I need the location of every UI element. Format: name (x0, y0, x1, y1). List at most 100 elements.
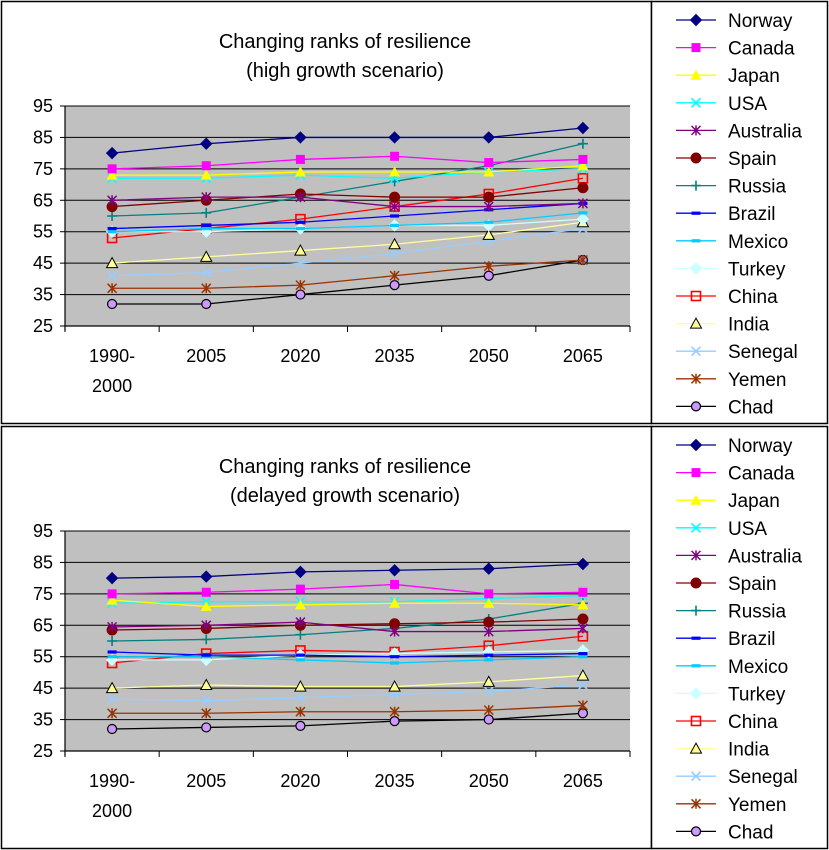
legend-item-china: China (676, 712, 778, 733)
legend-item-norway: Norway (676, 436, 793, 457)
series-norway (105, 121, 590, 160)
data-point-russia (107, 636, 118, 646)
legend-item-chad: Chad (676, 822, 773, 843)
data-point-mexico (295, 658, 305, 662)
legend-label: USA (728, 94, 767, 115)
data-point-senegal (295, 692, 306, 703)
legend-label: Mexico (728, 657, 788, 678)
data-point-chad (483, 714, 494, 725)
data-point-senegal (201, 695, 212, 706)
data-point-yemen (483, 705, 494, 716)
series-line-norway (112, 563, 583, 579)
series-line-brazil (112, 202, 583, 230)
legend-label: China (728, 287, 778, 308)
legend-label: Canada (728, 464, 795, 485)
data-point-india (482, 228, 496, 240)
legend-marker-japan (690, 494, 702, 505)
series-mexico (107, 211, 588, 234)
data-point-chad (201, 722, 212, 733)
data-point-chad (295, 289, 306, 300)
legend-item-canada: Canada (676, 464, 795, 485)
legend-label: Mexico (728, 232, 788, 253)
legend-item-yemen: Yemen (676, 795, 786, 816)
legend-label: China (728, 712, 778, 733)
data-point-australia (295, 192, 306, 203)
data-point-yemen (107, 708, 118, 719)
legend-label: Australia (728, 121, 802, 142)
data-point-mexico (107, 230, 117, 234)
legend-marker-russia (691, 180, 701, 191)
series-canada (107, 151, 588, 174)
series-brazil (107, 650, 588, 659)
legend-item-australia: Australia (676, 121, 802, 142)
legend-item-china: China (676, 287, 778, 308)
legend-label: USA (728, 519, 767, 540)
legend-label: Canada (728, 39, 795, 60)
data-point-spain (483, 616, 495, 628)
chart-subtitle: (high growth scenario) (246, 60, 444, 82)
data-point-yemen (577, 254, 588, 266)
series-line-australia (112, 621, 583, 633)
data-point-brazil (484, 653, 494, 657)
legend-marker-brazil (691, 211, 701, 215)
legend-marker-senegal (690, 346, 702, 357)
legend-marker-senegal (690, 771, 702, 782)
legend-item-senegal: Senegal (676, 342, 798, 363)
data-point-australia (577, 198, 588, 209)
y-tick-label: 65 (33, 190, 53, 210)
data-point-senegal (577, 679, 588, 691)
legend-label: Turkey (728, 684, 786, 705)
series-line-china (112, 177, 584, 239)
data-point-japan (577, 599, 589, 610)
data-point-mexico (107, 655, 117, 659)
legend-label: Russia (728, 177, 787, 198)
data-point-brazil (107, 650, 117, 654)
data-point-senegal (107, 694, 118, 705)
chart-panel-delayed-growth: Changing ranks of resilience (delayed gro… (0, 425, 829, 850)
series-line-brazil (112, 651, 583, 658)
data-point-canada (107, 164, 117, 174)
x-tick-label: 2035 (375, 346, 415, 366)
data-point-india (388, 680, 401, 692)
data-point-india (105, 256, 119, 269)
series-line-norway (112, 127, 583, 154)
legend-marker-india (689, 317, 703, 329)
data-point-india (388, 237, 401, 250)
series-line-canada (112, 583, 583, 595)
legend-item-canada: Canada (676, 39, 795, 60)
series-line-senegal (112, 227, 584, 277)
chart-high-growth: Changing ranks of resilience (high growth… (0, 0, 829, 425)
data-point-norway (200, 137, 213, 150)
legend-marker-india (689, 742, 703, 754)
data-point-canada (578, 587, 588, 597)
data-point-brazil (107, 226, 117, 231)
legend-item-mexico: Mexico (676, 232, 788, 253)
y-tick-label: 85 (33, 127, 53, 147)
legend-item-india: India (676, 315, 770, 336)
data-point-spain (577, 182, 589, 194)
legend-marker-mexico (691, 239, 701, 243)
legend-label: Brazil (728, 204, 776, 225)
y-tick-label: 95 (33, 521, 53, 541)
data-point-norway (482, 562, 495, 575)
data-point-norway (388, 564, 401, 577)
legend-label: Norway (728, 436, 793, 457)
legend-label: Russia (728, 602, 787, 623)
data-point-australia (295, 617, 306, 628)
legend-marker-china (690, 290, 702, 302)
series-india (105, 215, 590, 269)
data-point-mexico (295, 226, 305, 231)
legend-label: Japan (728, 491, 780, 512)
legend-item-turkey: Turkey (676, 259, 786, 280)
x-tick-label: 2005 (186, 771, 226, 791)
data-point-india (294, 244, 307, 256)
data-point-india (199, 250, 213, 262)
legend-box (650, 0, 829, 425)
chart-delayed-growth: Changing ranks of resilience (delayed gro… (0, 425, 829, 850)
series-line-yemen (112, 259, 583, 289)
data-point-yemen (483, 261, 494, 272)
data-point-japan (483, 597, 495, 608)
series-senegal (107, 223, 588, 281)
legend-label: India (728, 315, 770, 336)
legend-item-norway: Norway (676, 11, 793, 32)
